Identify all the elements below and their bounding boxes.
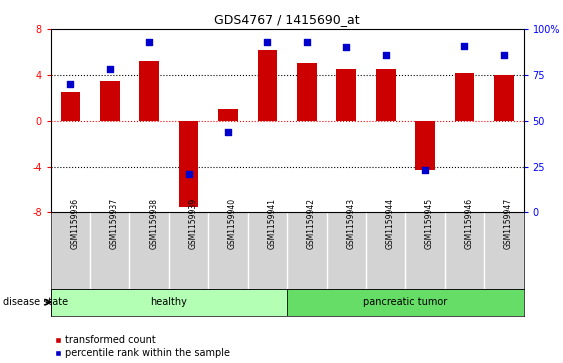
Text: GSM1159940: GSM1159940: [228, 198, 237, 249]
Point: [499, 52, 508, 58]
Point: [342, 44, 351, 50]
Text: GSM1159938: GSM1159938: [149, 198, 158, 249]
Bar: [179, 121, 198, 207]
Point: [381, 52, 390, 58]
Point: [145, 39, 154, 45]
Bar: [376, 69, 395, 121]
Bar: [100, 81, 120, 121]
Bar: [337, 69, 356, 121]
Bar: [218, 109, 238, 121]
Point: [184, 171, 193, 177]
Bar: [140, 61, 159, 121]
Text: GSM1159939: GSM1159939: [189, 198, 198, 249]
Bar: [258, 50, 277, 121]
Bar: [297, 64, 316, 121]
Text: GSM1159945: GSM1159945: [425, 198, 434, 249]
Bar: [494, 75, 513, 121]
Text: GSM1159941: GSM1159941: [267, 198, 276, 249]
Text: healthy: healthy: [150, 297, 187, 307]
Legend: transformed count, percentile rank within the sample: transformed count, percentile rank withi…: [56, 335, 230, 358]
Text: GSM1159947: GSM1159947: [504, 198, 513, 249]
Bar: [415, 121, 435, 170]
Bar: [287, 289, 524, 316]
Text: GSM1159944: GSM1159944: [386, 198, 395, 249]
Point: [66, 81, 75, 87]
Title: GDS4767 / 1415690_at: GDS4767 / 1415690_at: [215, 13, 360, 26]
Text: GSM1159942: GSM1159942: [307, 198, 316, 249]
Bar: [51, 289, 287, 316]
Point: [105, 66, 114, 72]
Point: [224, 129, 233, 135]
Point: [302, 39, 311, 45]
Text: GSM1159946: GSM1159946: [464, 198, 473, 249]
Bar: [61, 92, 80, 121]
Text: pancreatic tumor: pancreatic tumor: [363, 297, 448, 307]
Point: [421, 167, 430, 173]
Point: [263, 39, 272, 45]
Text: disease state: disease state: [3, 297, 68, 307]
Bar: [454, 73, 474, 121]
Text: GSM1159943: GSM1159943: [346, 198, 355, 249]
Text: GSM1159937: GSM1159937: [110, 198, 119, 249]
Point: [460, 42, 469, 48]
Text: GSM1159936: GSM1159936: [70, 198, 79, 249]
